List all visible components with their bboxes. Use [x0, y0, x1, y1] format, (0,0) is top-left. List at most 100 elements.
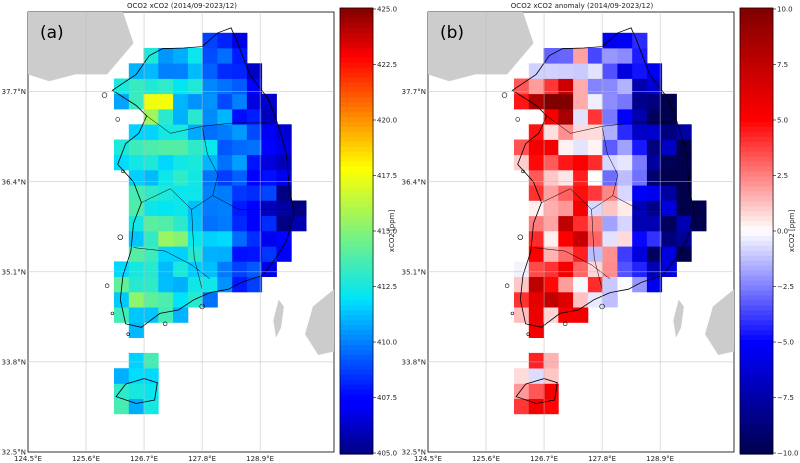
grid-cell: [632, 139, 648, 156]
colorbar-segment: [740, 335, 773, 341]
grid-cell: [276, 246, 292, 262]
grid-cell: [128, 398, 144, 415]
colorbar-segment: [340, 17, 373, 24]
grid-cell: [261, 139, 277, 156]
grid-cell: [232, 63, 248, 79]
grid-cell: [646, 231, 663, 247]
colorbar-segment: [340, 270, 373, 277]
grid-cell: [617, 185, 633, 201]
grid-cell: [617, 78, 633, 95]
colorbar-segment: [340, 379, 373, 386]
grid-cell: [528, 398, 544, 415]
grid-cell: [158, 63, 174, 79]
grid-cell: [246, 109, 263, 125]
grid-cell: [602, 109, 618, 125]
grid-cell: [528, 352, 544, 369]
grid-cell: [543, 139, 559, 156]
grid-cell: [602, 63, 618, 79]
grid-cell: [632, 231, 648, 247]
colorbar-segment: [340, 231, 373, 237]
colorbar-segment: [740, 394, 773, 401]
grid-cell: [217, 93, 233, 110]
grid-cell: [587, 78, 604, 95]
grid-cell: [543, 261, 559, 277]
grid-cell: [173, 109, 189, 125]
x-tick-label: 124.5°E: [414, 455, 442, 463]
grid-cell: [232, 48, 248, 64]
colorbar-segment: [740, 181, 773, 187]
grid-cell: [232, 78, 248, 95]
colorbar-segment: [340, 260, 373, 267]
neighbor-island: [273, 299, 284, 338]
colorbar-segment: [740, 12, 773, 19]
colorbar-segment: [340, 344, 373, 351]
grid-cell: [528, 78, 544, 95]
colorbar-segment: [740, 429, 773, 435]
grid-cell: [573, 109, 589, 125]
panel-b-y-ticks: 37.7°N 36.4°N 35.1°N 33.8°N 32.5°N: [402, 88, 426, 456]
island: [121, 169, 125, 174]
grid-cell: [217, 124, 233, 140]
colorbar-segment: [740, 62, 773, 69]
grid-cell: [173, 48, 189, 64]
colorbar-segment: [340, 47, 373, 54]
grid-cell: [558, 291, 574, 308]
x-tick-label: 127.8°E: [188, 455, 216, 463]
colorbar-segment: [740, 52, 773, 59]
grid-cell: [573, 200, 589, 217]
grid-cell: [528, 170, 544, 186]
grid-cell: [661, 200, 677, 217]
grid-cell: [646, 261, 663, 277]
colorbar-segment: [740, 161, 773, 168]
grid-cell: [528, 185, 544, 201]
grid-cell: [558, 48, 574, 64]
grid-cell: [143, 109, 159, 125]
grid-cell: [246, 139, 263, 156]
grid-cell: [676, 200, 692, 217]
grid-cell: [158, 185, 174, 201]
grid-cell: [114, 78, 130, 95]
grid-cell: [632, 200, 648, 217]
panel-b-gridlines: [428, 12, 734, 452]
grid-cell: [276, 139, 292, 156]
colorbar-segment: [340, 354, 373, 361]
grid-cell: [632, 154, 648, 171]
grid-cell: [114, 398, 130, 415]
grid-cell: [232, 215, 248, 232]
colorbar-segment: [740, 374, 773, 381]
grid-cell: [291, 200, 307, 217]
grid-cell: [543, 215, 559, 232]
colorbar-segment: [340, 151, 373, 158]
grid-cell: [587, 246, 604, 262]
coastline-jeju: [515, 378, 558, 404]
colorbar-segment: [340, 444, 373, 450]
colorbar-segment: [740, 82, 773, 88]
colorbar-segment: [340, 409, 373, 415]
colorbar-segment: [340, 87, 373, 93]
grid-cell: [661, 231, 677, 247]
grid-cell: [187, 109, 204, 125]
colorbar-segment: [740, 364, 773, 371]
grid-cell: [558, 261, 574, 277]
grid-cell: [514, 139, 530, 156]
grid-cell: [173, 307, 189, 323]
grid-cell: [158, 109, 174, 125]
grid-cell: [602, 291, 618, 308]
grid-cell: [261, 231, 277, 247]
colorbar-tick-label: 2.5: [777, 172, 788, 180]
grid-cell: [246, 154, 263, 171]
colorbar-segment: [340, 126, 373, 133]
grid-cell: [632, 78, 648, 95]
colorbar-segment: [340, 166, 373, 173]
colorbar-tick-label: 0.0: [777, 228, 788, 236]
grid-cell: [128, 276, 144, 293]
grid-cell: [528, 124, 544, 140]
grid-cell: [602, 215, 618, 232]
colorbar-segment: [740, 235, 773, 242]
grid-cell: [143, 170, 159, 186]
grid-cell: [217, 78, 233, 95]
grid-cell: [602, 93, 618, 110]
colorbar-segment: [740, 206, 773, 212]
x-tick-label: 124.5°E: [14, 455, 42, 463]
colorbar-segment: [740, 340, 773, 346]
